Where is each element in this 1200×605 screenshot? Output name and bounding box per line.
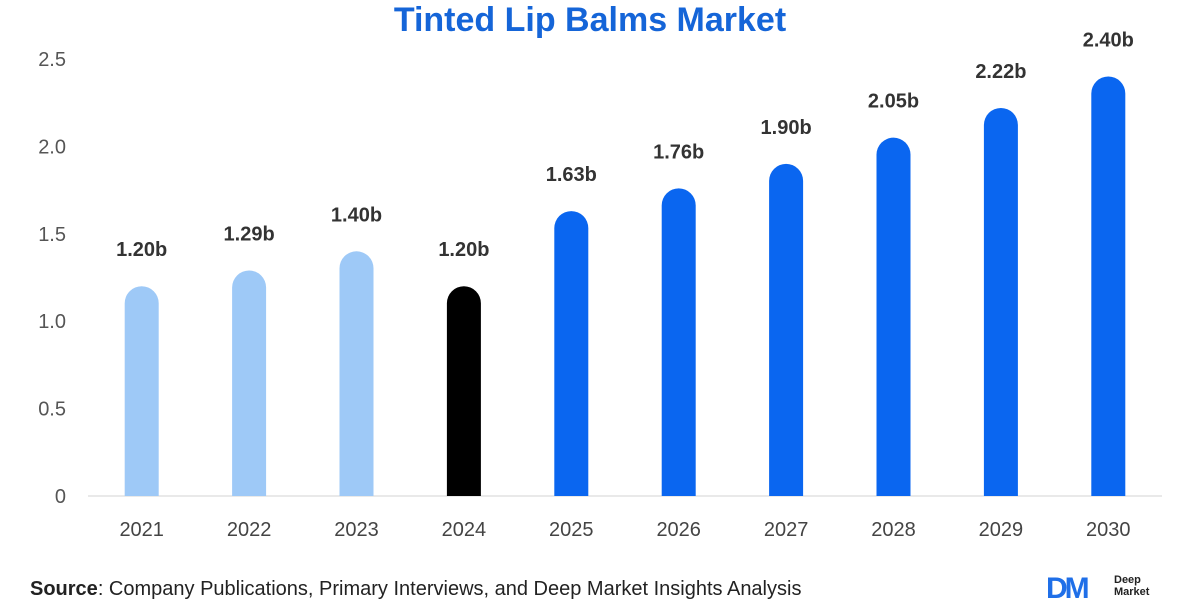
x-tick-label: 2028 bbox=[871, 519, 916, 541]
data-label: 2.22b bbox=[975, 61, 1026, 83]
y-tick-label: 1.0 bbox=[38, 311, 66, 333]
x-tick-label: 2024 bbox=[442, 519, 487, 541]
y-tick-label: 1.5 bbox=[38, 224, 66, 246]
y-tick-label: 0 bbox=[55, 486, 66, 508]
data-label: 1.76b bbox=[653, 141, 704, 163]
y-tick-label: 0.5 bbox=[38, 399, 66, 421]
y-axis-ticks: 0 0.5 1.0 1.5 2.0 2.5 bbox=[38, 49, 66, 508]
bar-2021 bbox=[124, 286, 159, 496]
x-tick-label: 2026 bbox=[656, 519, 701, 541]
bar-2023 bbox=[339, 251, 374, 496]
bar-2025 bbox=[554, 211, 589, 497]
x-tick-label: 2030 bbox=[1086, 519, 1131, 541]
source-line: Source: Company Publications, Primary In… bbox=[30, 576, 801, 602]
chart-title: Tinted Lip Balms Market bbox=[393, 1, 787, 39]
company-logo: DM Deep Market bbox=[1046, 572, 1166, 604]
x-tick-label: 2025 bbox=[549, 519, 594, 541]
x-tick-label: 2021 bbox=[119, 519, 164, 541]
x-axis-ticks: 2021 2022 2023 2024 2025 2026 2027 2028 2029 2030 bbox=[119, 519, 1130, 541]
x-tick-label: 2027 bbox=[764, 519, 809, 541]
bar-2026 bbox=[661, 188, 696, 497]
data-label: 2.05b bbox=[868, 91, 919, 113]
bar-2022 bbox=[232, 270, 267, 496]
logo-text: Deep Market bbox=[1114, 574, 1149, 598]
x-tick-label: 2023 bbox=[334, 519, 379, 541]
data-label: 1.20b bbox=[438, 239, 489, 261]
data-label: 1.29b bbox=[224, 224, 275, 246]
source-text: : Company Publications, Primary Intervie… bbox=[97, 578, 802, 600]
data-label: 1.40b bbox=[331, 204, 382, 226]
x-tick-label: 2029 bbox=[979, 519, 1024, 541]
bar-chart: 0 0.5 1.0 1.5 2.0 2.5 1.20b 1.29b 1.40b 1.20b 1.6… bbox=[38, 29, 1162, 541]
data-label: 1.63b bbox=[546, 164, 597, 186]
y-tick-label: 2.0 bbox=[38, 136, 66, 158]
bar-2030 bbox=[1091, 76, 1126, 496]
data-labels: 1.20b 1.29b 1.40b 1.20b 1.63b 1.76b 1.90b 2.05b… bbox=[116, 29, 1134, 261]
bars bbox=[124, 76, 1126, 497]
x-tick-label: 2022 bbox=[227, 519, 272, 541]
data-label: 1.20b bbox=[116, 239, 167, 261]
data-label: 2.40b bbox=[1083, 29, 1134, 51]
source-label: Source bbox=[30, 578, 98, 600]
bar-2024 bbox=[446, 286, 481, 496]
bar-2029 bbox=[983, 107, 1018, 496]
logo-line-2: Market bbox=[1114, 586, 1150, 598]
bar-2027 bbox=[769, 163, 804, 496]
logo-mark: DM bbox=[1046, 572, 1090, 605]
y-tick-label: 2.5 bbox=[38, 49, 66, 71]
logo-line-1: Deep bbox=[1114, 574, 1141, 586]
bar-2028 bbox=[876, 137, 911, 496]
data-label: 1.90b bbox=[761, 117, 812, 139]
